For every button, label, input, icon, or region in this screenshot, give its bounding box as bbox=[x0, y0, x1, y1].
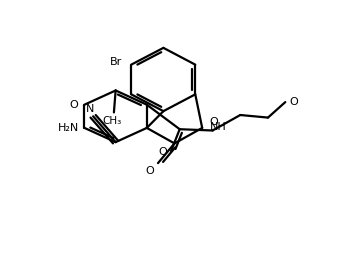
Text: O: O bbox=[209, 117, 218, 127]
Text: N: N bbox=[86, 104, 95, 114]
Text: H₂N: H₂N bbox=[58, 123, 79, 133]
Text: O: O bbox=[145, 166, 154, 176]
Text: O: O bbox=[159, 147, 168, 157]
Text: Br: Br bbox=[110, 57, 122, 67]
Text: O: O bbox=[69, 100, 78, 110]
Text: NH: NH bbox=[210, 122, 227, 132]
Text: O: O bbox=[289, 97, 298, 107]
Text: CH₃: CH₃ bbox=[103, 116, 122, 126]
